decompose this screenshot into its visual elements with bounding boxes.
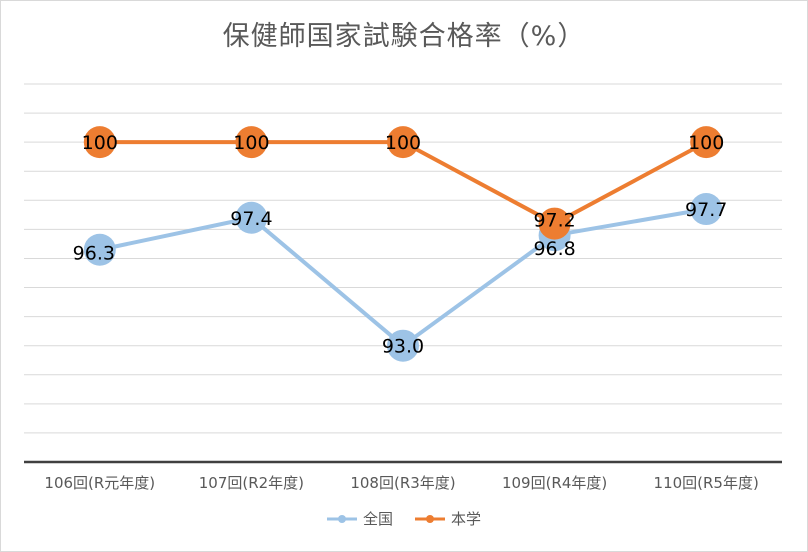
data-point	[83, 126, 116, 159]
x-tick-label: 107回(R2年度)	[199, 474, 304, 492]
legend: 全国 本学	[0, 508, 808, 529]
legend-key-national	[326, 512, 357, 526]
data-point	[83, 233, 116, 266]
x-tick-label: 106回(R元年度)	[44, 474, 155, 492]
legend-item-university: 本学	[415, 508, 481, 529]
data-label: 93.0	[382, 336, 424, 358]
data-label: 100	[82, 132, 118, 154]
data-point	[387, 126, 419, 159]
data-label: 96.8	[533, 238, 575, 260]
data-label: 100	[233, 132, 269, 154]
data-point	[690, 193, 723, 226]
data-point	[690, 126, 723, 159]
legend-label-university: 本学	[451, 510, 482, 528]
series-group: 96.3 97.4 93.0 96.8 97.7 100 100 100 97.2 100	[73, 126, 727, 362]
data-label: 100	[385, 132, 421, 154]
legend-item-national: 全国	[326, 508, 393, 529]
data-label: 100	[688, 132, 724, 154]
data-point	[235, 126, 268, 159]
data-label: 97.2	[533, 210, 575, 232]
legend-label-national: 全国	[362, 510, 393, 528]
x-axis-ticks: 106回(R元年度) 107回(R2年度) 108回(R3年度) 109回(R4年度)…	[44, 474, 758, 492]
series-0: 96.3 97.4 93.0 96.8 97.7	[73, 193, 727, 362]
data-point	[235, 201, 268, 234]
series-1: 100 100 100 97.2 100	[82, 126, 724, 240]
data-label: 96.3	[73, 243, 115, 265]
data-label: 97.7	[685, 199, 727, 221]
data-label: 97.4	[230, 208, 272, 230]
x-tick-label: 108回(R3年度)	[350, 474, 455, 492]
legend-key-university	[415, 512, 445, 526]
x-tick-label: 110回(R5年度)	[654, 474, 759, 492]
chart-title: 保健師国家試験合格率（%）	[222, 21, 586, 52]
x-tick-label: 109回(R4年度)	[502, 474, 607, 492]
data-point	[387, 329, 419, 362]
data-point	[538, 207, 571, 240]
